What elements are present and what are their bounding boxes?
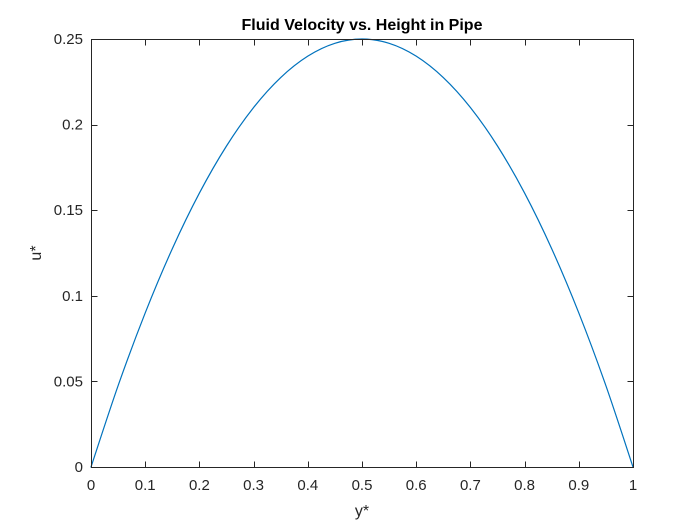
plot-area — [91, 39, 633, 467]
x-tick-labels: 0 0.1 0.2 0.3 0.4 0.5 0.6 0.7 0.8 0.9 1 — [87, 477, 637, 494]
axes-box — [91, 39, 634, 468]
x-tick-label: 0.6 — [406, 477, 427, 494]
y-tick-label: 0.15 — [54, 202, 83, 219]
x-tick-label: 0.4 — [297, 477, 318, 494]
x-tick-label: 0.5 — [352, 477, 373, 494]
x-tick-label: 0.7 — [460, 477, 481, 494]
x-tick-label: 0.3 — [243, 477, 264, 494]
y-tick-labels: 0 0.05 0.1 0.15 0.2 0.25 — [54, 31, 83, 476]
x-tick-label: 0.9 — [568, 477, 589, 494]
y-tick-label: 0.1 — [62, 288, 83, 305]
x-tick-label: 1 — [629, 477, 637, 494]
x-axis-label: y* — [355, 503, 369, 520]
x-tick-label: 0.1 — [135, 477, 156, 494]
y-axis-label: u* — [28, 245, 45, 260]
x-tick-label: 0.8 — [514, 477, 535, 494]
x-tick-label: 0.2 — [189, 477, 210, 494]
y-tick-label: 0 — [75, 459, 83, 476]
chart-title: Fluid Velocity vs. Height in Pipe — [242, 17, 483, 34]
y-tick-label: 0.05 — [54, 373, 83, 390]
y-tick-label: 0.2 — [62, 117, 83, 134]
y-tick-label: 0.25 — [54, 31, 83, 48]
x-tick-label: 0 — [87, 477, 95, 494]
